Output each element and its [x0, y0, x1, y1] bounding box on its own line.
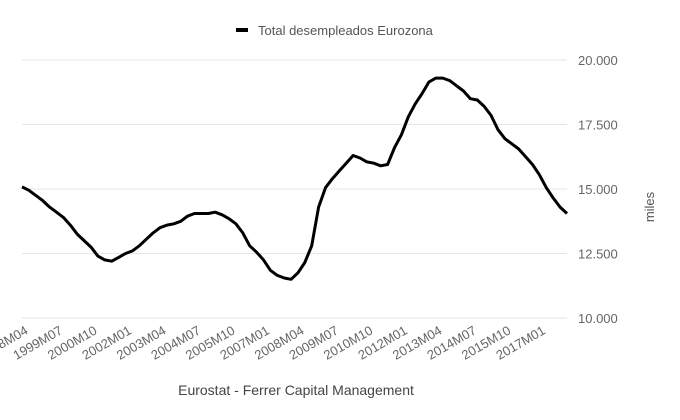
legend-label: Total desempleados Eurozona: [258, 23, 434, 38]
y-tick-label: 12.500: [578, 247, 618, 262]
y-tick-label: 17.500: [578, 118, 618, 133]
y-tick-label: 20.000: [578, 53, 618, 68]
line: [21, 76, 569, 281]
y-tick-label: 10.000: [578, 311, 618, 326]
y-axis-label: miles: [642, 191, 657, 222]
caption: Eurostat - Ferrer Capital Management: [178, 382, 414, 398]
y-tick-label: 15.000: [578, 182, 618, 197]
